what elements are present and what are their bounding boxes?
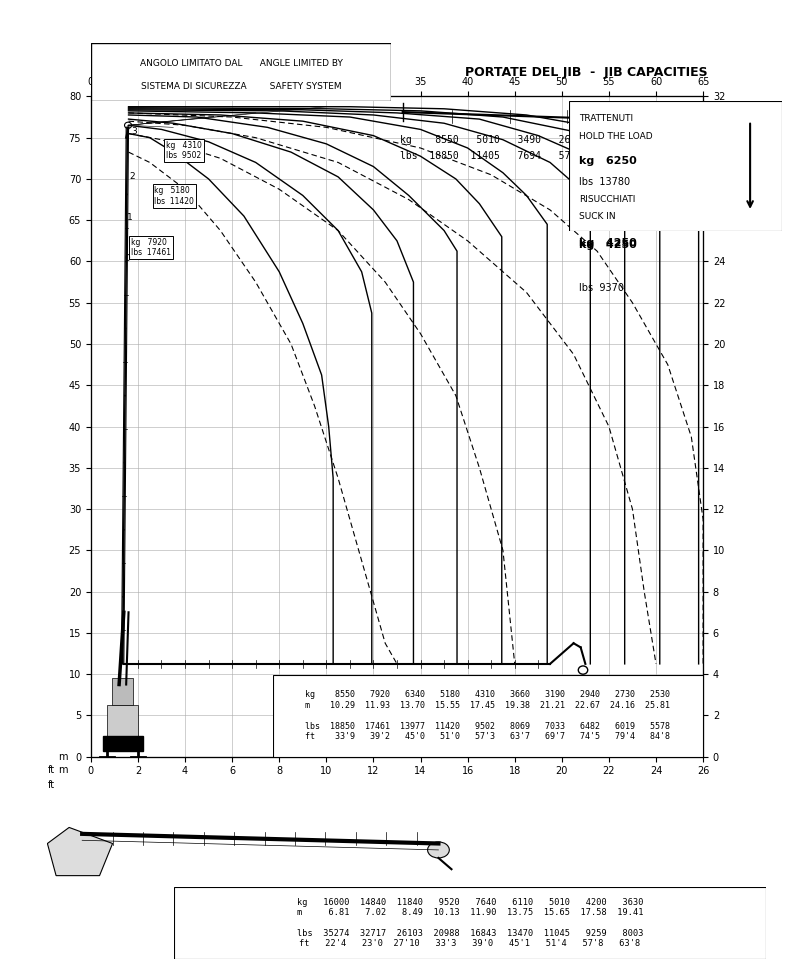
Text: ft: ft: [47, 780, 55, 790]
Text: HOLD THE LOAD: HOLD THE LOAD: [579, 132, 653, 142]
FancyBboxPatch shape: [174, 887, 766, 959]
Polygon shape: [103, 736, 143, 751]
Text: kg   7920
lbs  17461: kg 7920 lbs 17461: [131, 238, 171, 257]
Circle shape: [427, 842, 450, 858]
Text: 2: 2: [130, 172, 135, 181]
Text: m: m: [58, 765, 67, 775]
Text: lbs  18850  11405   7694   5776: lbs 18850 11405 7694 5776: [400, 151, 582, 161]
Polygon shape: [47, 827, 113, 875]
Text: ft: ft: [47, 765, 55, 775]
Text: kg    8550   5010   3490   2620: kg 8550 5010 3490 2620: [400, 135, 582, 146]
Polygon shape: [112, 679, 134, 705]
Text: m: m: [58, 752, 67, 762]
FancyBboxPatch shape: [273, 675, 703, 757]
Polygon shape: [107, 705, 138, 740]
Text: RISUCCHIATI: RISUCCHIATI: [579, 195, 636, 204]
Text: lbs  13780: lbs 13780: [579, 176, 630, 187]
Text: kg   4250: kg 4250: [579, 238, 638, 248]
Text: kg    8550   7920   6340   5180   4310   3660   3190   2940   2730   2530
m    1: kg 8550 7920 6340 5180 4310 3660 3190 29…: [305, 690, 671, 741]
Text: kg   4310
lbs  9502: kg 4310 lbs 9502: [166, 141, 202, 160]
FancyBboxPatch shape: [569, 101, 782, 231]
Text: 3: 3: [132, 126, 137, 136]
Text: 0: 0: [125, 254, 130, 263]
Text: 1: 1: [127, 213, 133, 223]
Text: SISTEMA DI SICUREZZA        SAFETY SYSTEM: SISTEMA DI SICUREZZA SAFETY SYSTEM: [141, 82, 341, 92]
Text: kg   5180
lbs  11420: kg 5180 lbs 11420: [154, 186, 194, 205]
Text: lbs  9370: lbs 9370: [579, 283, 624, 293]
Text: SUCK IN: SUCK IN: [579, 212, 616, 221]
Text: kg   6250: kg 6250: [579, 156, 638, 166]
Text: PORTATE DEL JIB  -  JIB CAPACITIES: PORTATE DEL JIB - JIB CAPACITIES: [465, 66, 708, 79]
Text: kg   16000  14840  11840   9520   7640   6110   5010   4200   3630
m     6.81   : kg 16000 14840 11840 9520 7640 6110 5010…: [297, 897, 643, 949]
FancyBboxPatch shape: [91, 43, 391, 101]
Text: ANGOLO LIMITATO DAL      ANGLE LIMITED BY: ANGOLO LIMITATO DAL ANGLE LIMITED BY: [140, 59, 342, 68]
Text: kg   4250: kg 4250: [579, 239, 638, 250]
Text: TRATTENUTI: TRATTENUTI: [579, 115, 634, 123]
